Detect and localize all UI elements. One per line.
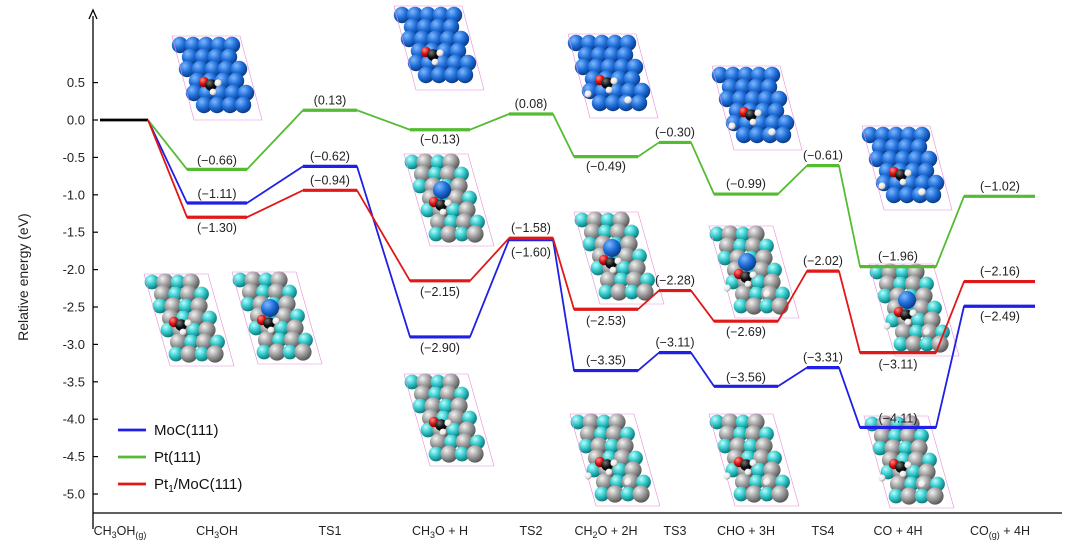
x-category-label: TS1: [319, 524, 342, 538]
y-tick-label: -4.0: [63, 412, 85, 427]
data-label: (−1.11): [197, 187, 236, 201]
data-label: (−0.99): [726, 177, 766, 191]
pt1-moc-co-structure: [868, 263, 960, 357]
legend-label: Pt(111): [154, 449, 201, 466]
x-category-label: CH3​O + H: [412, 524, 468, 540]
y-tick-label: -1.0: [63, 187, 85, 202]
legend-label: MoC(111): [154, 422, 218, 439]
data-label: (−2.15): [420, 285, 460, 299]
data-label: (−0.49): [586, 160, 626, 174]
data-label: (0.08): [515, 97, 548, 111]
moc-ch3oh-structure: [143, 273, 235, 367]
pt1-moc-ch3o-structure: [403, 153, 495, 247]
data-label: (−2.02): [803, 254, 843, 268]
moc-cho-structure: [708, 413, 800, 507]
data-label: (−2.90): [420, 341, 460, 355]
y-tick-label: -2.0: [63, 262, 85, 277]
data-label: (−3.56): [726, 370, 766, 384]
x-category-label: CO + 4H: [874, 524, 923, 538]
x-category-label: TS3: [664, 524, 687, 538]
x-category-label: TS2: [520, 524, 543, 538]
data-label: (−1.02): [980, 179, 1020, 193]
data-label: (−0.94): [310, 173, 350, 187]
data-label: (−0.13): [420, 133, 460, 147]
y-axis-label: Relative energy (eV): [15, 213, 31, 341]
data-label: (−2.49): [980, 309, 1020, 323]
pt1-moc-ch2o-structure: [573, 211, 665, 305]
data-labels-layer: (−1.11) (−0.62) (−2.90) (−1.60) (−3.35) (−3.1…: [197, 93, 1020, 425]
data-label: (−1.58): [511, 221, 551, 235]
y-tick-label: -2.5: [63, 300, 85, 315]
data-label: (−1.30): [197, 221, 237, 235]
data-label: (0.13): [314, 93, 347, 107]
data-label: (−3.11): [878, 358, 917, 372]
x-category-label: CH3​OH: [196, 524, 238, 540]
y-tick-label: -0.5: [63, 150, 85, 165]
structures-layer: [143, 5, 960, 509]
y-tick-label: 0.0: [67, 113, 85, 128]
data-label: (−4.11): [878, 411, 917, 425]
data-label: (−0.62): [310, 149, 350, 163]
pt-slab-co-structure: [861, 125, 953, 211]
data-label: (−0.61): [803, 149, 843, 163]
series-lines-layer: [100, 108, 1035, 430]
y-tick-label: -3.0: [63, 337, 85, 352]
y-tick-label: -5.0: [63, 487, 85, 502]
y-tick-label: -1.5: [63, 225, 85, 240]
moc-ch3o-structure: [403, 373, 495, 467]
legend-label: Pt1/MoC(111): [154, 476, 242, 495]
y-axis-arrow: [88, 8, 98, 20]
pt1-moc-cho-structure: [708, 225, 800, 319]
pt-slab-ch3o-structure: [393, 5, 485, 91]
pt-slab-cho-structure: [711, 65, 803, 151]
legend: MoC(111) Pt(111) Pt1/MoC(111): [118, 422, 242, 495]
pt-slab-ch2o-structure: [567, 33, 659, 119]
data-label: (−3.35): [586, 354, 626, 368]
data-label: (−3.11): [655, 336, 694, 350]
y-tick-label: 0.5: [67, 75, 85, 90]
data-label: (−2.53): [586, 314, 626, 328]
data-label: (−0.66): [197, 153, 237, 167]
x-category-label: CHO + 3H: [717, 524, 775, 538]
axes-layer: 0.5 0.0 -0.5 -1.0 -1.5 -2.0 -2.5 -3.0 -3.5 -4.0 -4…: [15, 8, 1062, 540]
data-label: (−0.30): [655, 125, 695, 139]
pt-slab-ch3oh-structure: [171, 35, 263, 121]
pt1-moc-ch3oh-structure: [231, 271, 323, 365]
data-label: (−1.60): [511, 246, 551, 260]
moc-co-structure: [863, 415, 955, 509]
data-label: (−3.31): [803, 351, 843, 365]
x-category-label: CH2​O + 2H: [574, 524, 637, 540]
data-label: (−2.16): [980, 265, 1020, 279]
y-tick-label: -4.5: [63, 449, 85, 464]
data-label: (−2.28): [655, 274, 695, 288]
y-tick-label: -3.5: [63, 374, 85, 389]
x-category-label: TS4: [812, 524, 835, 538]
data-label: (−1.96): [878, 250, 918, 264]
moc-ch2o-structure: [569, 413, 661, 507]
x-category-label: CO(g)​ + 4H: [970, 524, 1030, 540]
data-label: (−2.69): [726, 325, 766, 339]
x-category-label: CH3​OH(g)​: [94, 524, 147, 540]
